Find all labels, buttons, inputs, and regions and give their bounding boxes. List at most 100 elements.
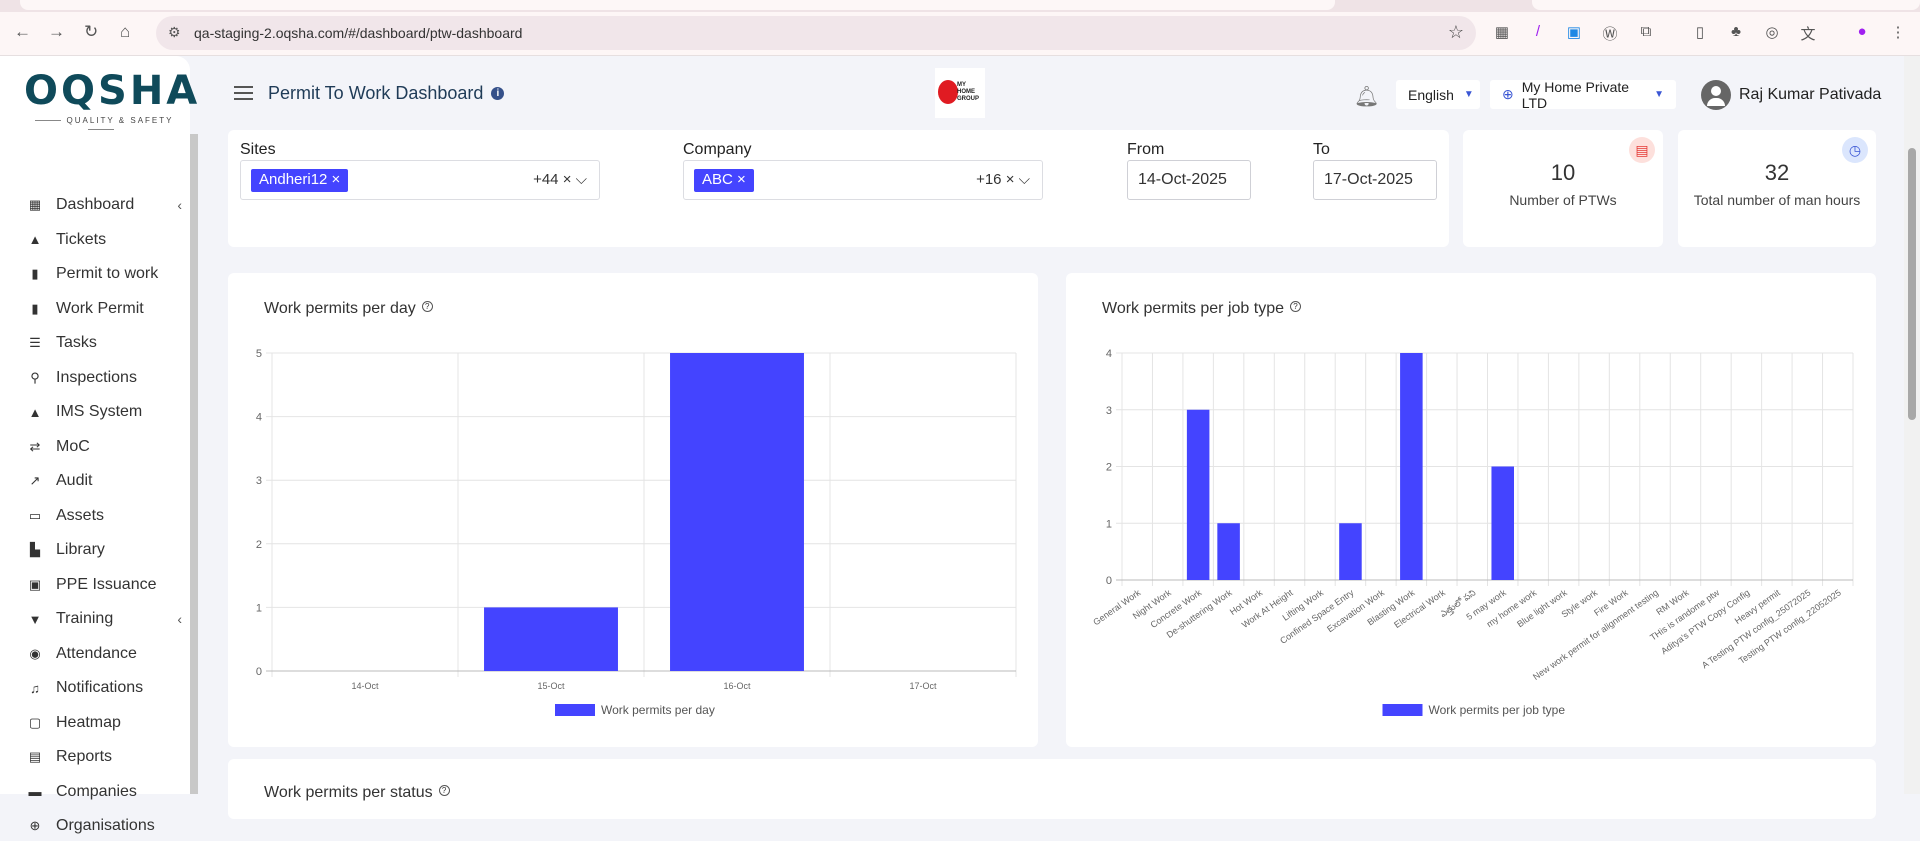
user-avatar[interactable] [1701, 80, 1731, 110]
bar [1339, 523, 1362, 580]
sidebar-item-label: Dashboard [56, 196, 135, 213]
page-scrollbar[interactable] [1904, 56, 1920, 794]
x-tick-label: General Work [1091, 587, 1142, 627]
sidebar-item-training[interactable]: ▼ Training ‹ [0, 604, 190, 634]
sidebar-item-ims-system[interactable]: ▲ IMS System [0, 397, 190, 427]
company-chip[interactable]: ABC × [694, 169, 754, 192]
bar [484, 607, 618, 671]
to-label: To [1313, 141, 1330, 158]
y-tick-label: 1 [1106, 518, 1112, 530]
y-tick-label: 4 [1106, 348, 1112, 360]
info-icon[interactable]: i [491, 87, 505, 100]
translate-icon[interactable]: 文 [1800, 26, 1816, 43]
sidebar-item-inspections[interactable]: ⚲ Inspections [0, 363, 190, 393]
sidebar-item-icon: ▙ [30, 542, 40, 557]
sidebar-item-library[interactable]: ▙ Library [0, 535, 190, 565]
sidebar-item-icon: ▣ [28, 576, 42, 592]
help-icon[interactable]: ? [1290, 301, 1301, 312]
sidebar-item-label: Permit to work [56, 265, 159, 282]
company-select[interactable]: ⊕ My Home Private LTD ▼ [1490, 79, 1676, 111]
sidebar-item-assets[interactable]: ▭ Assets [0, 501, 190, 531]
company-filter-select[interactable]: ABC × +16 × ⌵ [683, 160, 1043, 200]
stat-label: Total number of man hours [1693, 192, 1861, 208]
chart-card-per-status: Work permits per status? [228, 759, 1876, 819]
menu-kebab-icon[interactable]: ⋮ [1890, 24, 1906, 41]
chart-card-per-day: Work permits per day? 0 1 2 3 4 5 14-Oct 15-Oct… [228, 273, 1038, 747]
company-label: Company [683, 141, 752, 158]
sidebar-item-tickets[interactable]: ▲ Tickets [0, 225, 190, 255]
sidebar-item-ppe-issuance[interactable]: ▣ PPE Issuance [0, 570, 190, 600]
sidebar-item-companies[interactable]: ▬ Companies [0, 777, 190, 807]
filters-card: Sites Andheri12 × +44 × ⌵ Company ABC × +1… [228, 130, 1449, 247]
home-icon[interactable]: ⌂ [120, 22, 131, 41]
globe-icon: ⊕ [1502, 86, 1514, 102]
pen-extension-icon[interactable]: / [1535, 23, 1541, 40]
chevron-left-icon[interactable]: ‹ [177, 611, 182, 627]
sidebar-item-label: Organisations [56, 817, 155, 834]
sites-select[interactable]: Andheri12 × +44 × ⌵ [240, 160, 600, 200]
sidebar-item-icon: ☰ [29, 335, 41, 350]
document-icon: ▤ [1629, 137, 1655, 163]
chart-per-day: 0 1 2 3 4 5 14-Oct 15-Oct 16-Oct 17-Oct Work permi… [256, 348, 1017, 717]
profile-avatar-icon[interactable]: ● [1857, 23, 1867, 40]
sidebar-item-icon: ♫ [30, 680, 40, 696]
back-icon[interactable]: ← [14, 22, 31, 41]
stat-label: Number of PTWs [1509, 192, 1617, 208]
stat-card-man-hours: ◷ 32 Total number of man hours [1678, 130, 1876, 247]
screenshot-icon[interactable]: ◎ [1765, 24, 1779, 41]
sidebar-item-reports[interactable]: ▤ Reports [0, 742, 190, 772]
sidebar-item-permit-to-work[interactable]: ▮ Permit to work [0, 259, 190, 289]
clock-icon: ◷ [1842, 137, 1868, 163]
sidebar-item-audit[interactable]: ↗ Audit [0, 466, 190, 496]
site-info-icon[interactable]: ⚙ [168, 24, 181, 40]
reading-mode-icon[interactable]: ▯ [1695, 24, 1705, 41]
extensions-puzzle-icon[interactable]: ⧉ [1640, 23, 1652, 40]
sidebar-item-tasks[interactable]: ☰ Tasks [0, 328, 190, 358]
logo-tagline: QUALITY & SAFETY [26, 116, 176, 134]
bar [1217, 523, 1240, 580]
extension-icon[interactable]: ▣ [1566, 24, 1582, 41]
language-select[interactable]: English ▼ [1396, 80, 1480, 109]
bookmark-star-icon[interactable]: ☆ [1447, 22, 1464, 42]
sidebar-item-notifications[interactable]: ♫ Notifications [0, 673, 190, 703]
sidebar-item-work-permit[interactable]: ▮ Work Permit [0, 294, 190, 324]
forward-icon[interactable]: → [48, 22, 65, 41]
chart-title: Work permits per status? [264, 784, 450, 802]
brand-logo: MY HOME GROUP [935, 68, 985, 118]
sidebar-item-dashboard[interactable]: ▦ Dashboard ‹ [0, 190, 190, 220]
x-tick-label: 17-Oct [909, 681, 937, 691]
sidebar-item-icon: ▲ [28, 404, 42, 420]
bar [670, 353, 804, 671]
sidebar-item-icon: ▲ [28, 232, 42, 247]
sidebar-item-moc[interactable]: ⇄ MoC [0, 432, 190, 462]
sidebar-item-attendance[interactable]: ◉ Attendance [0, 639, 190, 669]
sites-label: Sites [240, 141, 276, 158]
sidebar-scrollbar[interactable] [190, 134, 198, 794]
sidebar-item-label: Library [56, 541, 105, 558]
site-chip[interactable]: Andheri12 × [251, 169, 349, 192]
hamburger-menu-icon[interactable] [234, 86, 253, 100]
wordpress-icon[interactable]: Ⓦ [1602, 26, 1618, 43]
incognito-icon[interactable]: ♣ [1731, 23, 1741, 40]
company-more-count[interactable]: +16 × ⌵ [976, 171, 1030, 188]
x-tick-label: A Testing PTW config_25072025 [1700, 587, 1813, 670]
help-icon[interactable]: ? [438, 785, 450, 796]
url-text[interactable]: qa-staging-2.oqsha.com/#/dashboard/ptw-d… [194, 25, 523, 41]
bar [1400, 353, 1423, 580]
address-bar[interactable]: ⚙ qa-staging-2.oqsha.com/#/dashboard/ptw-… [156, 16, 1476, 50]
to-date-input[interactable]: 17-Oct-2025 [1313, 160, 1437, 200]
qr-icon[interactable]: ▦ [1494, 24, 1510, 41]
from-date-input[interactable]: 14-Oct-2025 [1127, 160, 1251, 200]
y-tick-label: 1 [256, 602, 262, 614]
sidebar-item-organisations[interactable]: ⊕ Organisations [0, 811, 190, 841]
sidebar-item-heatmap[interactable]: ▢ Heatmap [0, 708, 190, 738]
oqsha-logo: OQSHA [24, 68, 201, 114]
user-name[interactable]: Raj Kumar Pativada [1739, 86, 1882, 103]
chevron-left-icon[interactable]: ‹ [177, 197, 182, 213]
sites-more-count[interactable]: +44 × ⌵ [533, 171, 587, 188]
help-icon[interactable]: ? [421, 301, 433, 312]
notification-bell-icon[interactable]: 🔔︎ [1354, 86, 1380, 108]
y-tick-label: 3 [1106, 405, 1112, 417]
reload-icon[interactable]: ↻ [84, 22, 99, 41]
